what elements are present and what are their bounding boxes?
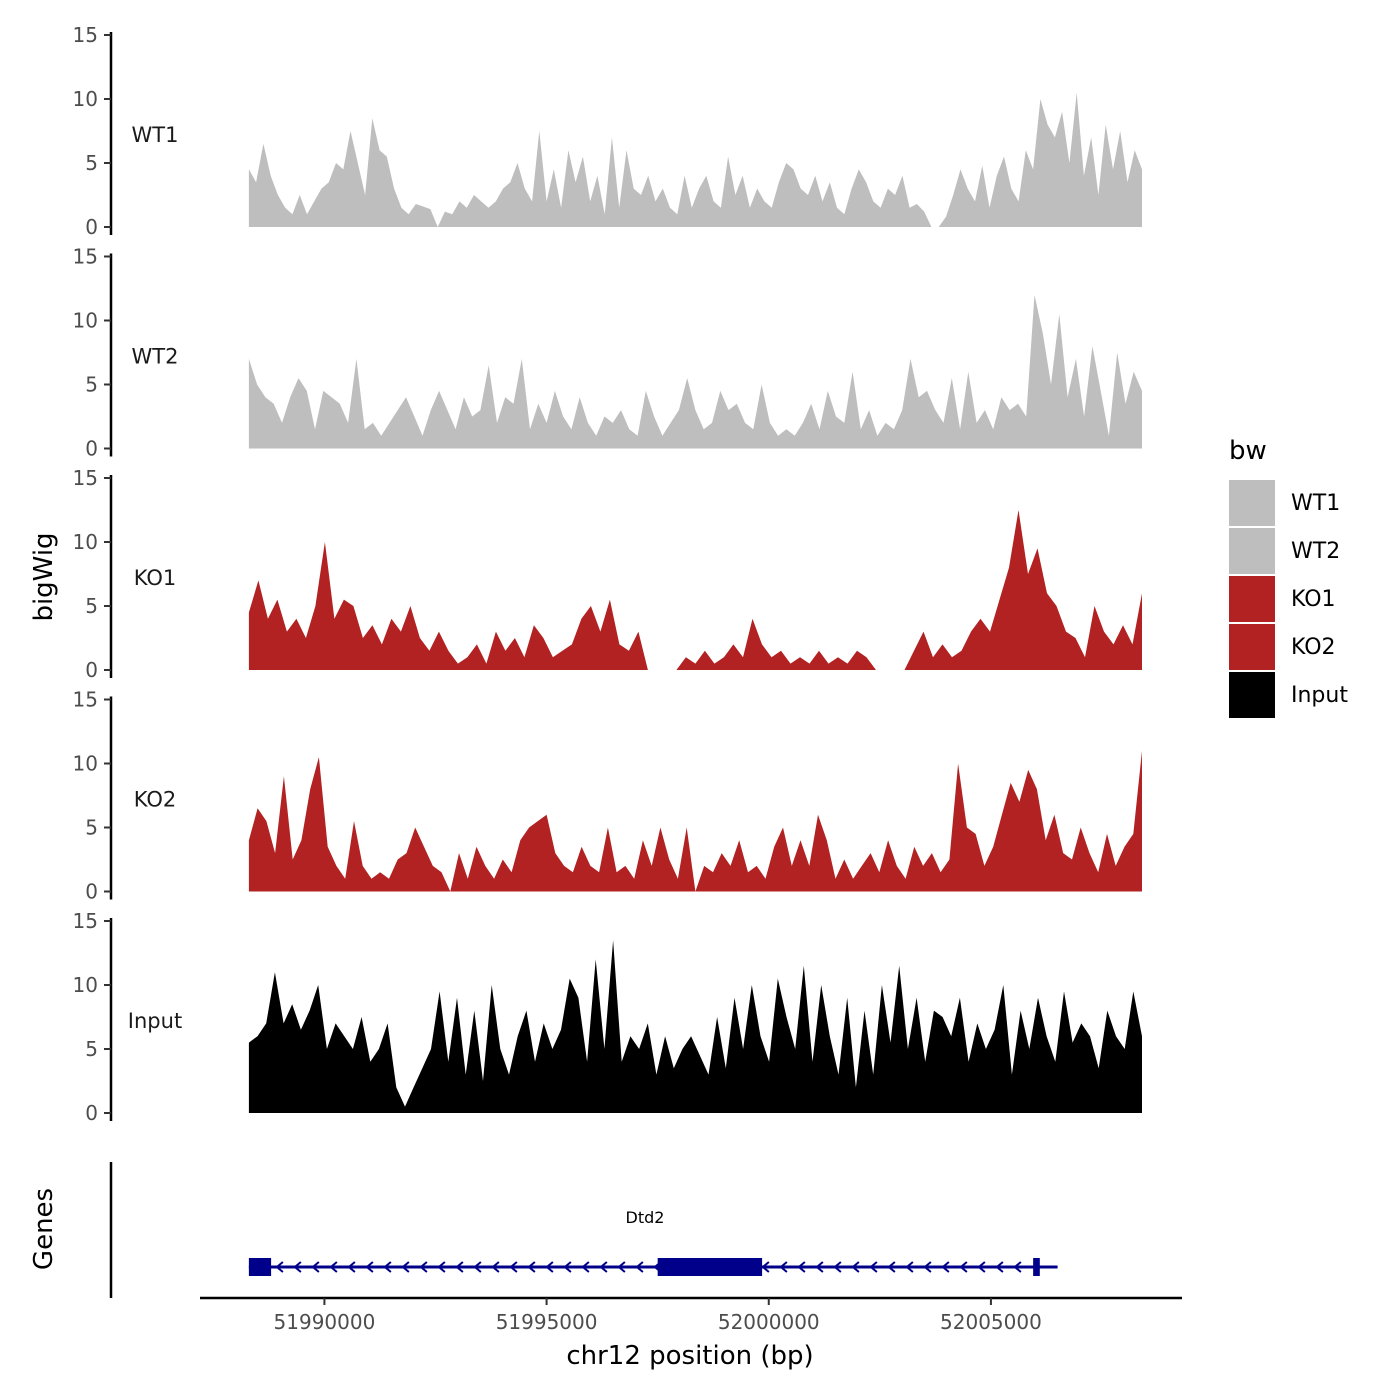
strand-arrow — [401, 1261, 410, 1273]
y-tick-label: 0 — [85, 437, 98, 461]
y-tick-label: 5 — [85, 1037, 98, 1061]
coverage-area-ko2 — [248, 750, 1142, 892]
track-input: 0 5 10 15 Input — [73, 909, 1142, 1125]
strand-arrow — [293, 1261, 302, 1273]
y-tick-label: 0 — [85, 1101, 98, 1125]
legend-label-wt2: WT2 — [1291, 539, 1340, 564]
strand-arrow — [365, 1261, 374, 1273]
y-tick-label: 15 — [73, 466, 98, 490]
legend-label-ko1: KO1 — [1291, 587, 1336, 612]
strand-arrow — [329, 1261, 338, 1273]
strand-arrow — [599, 1261, 608, 1273]
strand-arrow — [437, 1261, 446, 1273]
strand-arrow — [959, 1261, 968, 1273]
coverage-area-ko1 — [248, 510, 1142, 670]
strand-arrow — [815, 1261, 824, 1273]
x-axis-title: chr12 position (bp) — [566, 1341, 813, 1371]
gene-label: Dtd2 — [626, 1208, 665, 1227]
strand-arrow — [617, 1261, 626, 1273]
strand-arrow — [941, 1261, 950, 1273]
strand-arrow — [995, 1261, 1004, 1273]
legend-swatch-ko1 — [1229, 576, 1275, 622]
strand-arrow — [527, 1261, 536, 1273]
legend-swatch-wt2 — [1229, 528, 1275, 574]
strand-arrow — [383, 1261, 392, 1273]
legend-label-input: Input — [1291, 683, 1348, 708]
legend: bw WT1 WT2 KO1 KO2 Input — [1229, 436, 1348, 718]
strand-arrow — [833, 1261, 842, 1273]
strand-arrow — [545, 1261, 554, 1273]
strand-arrow — [797, 1261, 806, 1273]
y-tick-label: 10 — [73, 973, 98, 997]
strand-arrow — [923, 1261, 932, 1273]
track-ko2: 0 5 10 15 KO2 — [73, 688, 1142, 904]
strand-arrow — [1013, 1261, 1022, 1273]
coverage-area-input — [248, 940, 1142, 1113]
strand-arrow — [347, 1261, 356, 1273]
track-label: WT2 — [132, 345, 179, 369]
track-label: KO1 — [134, 566, 177, 590]
strand-arrow — [761, 1261, 770, 1273]
legend-swatch-input — [1229, 672, 1275, 718]
x-axis-ticks: 51990000 51995000 52000000 52005000 — [274, 1298, 1042, 1334]
track-label: KO2 — [134, 788, 177, 812]
track-wt2: 0 5 10 15 WT2 — [73, 245, 1142, 461]
strand-arrow — [311, 1261, 320, 1273]
strand-arrow — [851, 1261, 860, 1273]
y-tick-label: 0 — [85, 880, 98, 904]
gene-exon — [1033, 1258, 1040, 1276]
legend-label-wt1: WT1 — [1291, 491, 1340, 516]
strand-arrow — [977, 1261, 986, 1273]
strand-arrow — [563, 1261, 572, 1273]
track-ko1: 0 5 10 15 KO1 — [73, 466, 1142, 682]
strand-arrow — [491, 1261, 500, 1273]
y-tick-label: 5 — [85, 594, 98, 618]
y-tick-label: 5 — [85, 151, 98, 175]
strand-arrow — [635, 1261, 644, 1273]
y-tick-label: 0 — [85, 658, 98, 682]
gene-track — [248, 1258, 1058, 1276]
y-tick-label: 10 — [73, 530, 98, 554]
strand-arrow — [473, 1261, 482, 1273]
y-tick-label: 10 — [73, 752, 98, 776]
y-tick-label: 10 — [73, 87, 98, 111]
track-label: WT1 — [132, 123, 179, 147]
y-tick-label: 15 — [73, 909, 98, 933]
genes-axis-title: Genes — [29, 1188, 59, 1270]
y-tick-label: 15 — [73, 245, 98, 269]
y-axis-title: bigWig — [29, 532, 59, 621]
strand-arrow — [581, 1261, 590, 1273]
y-tick-label: 15 — [73, 688, 98, 712]
track-wt1: 0 5 10 15 WT1 — [73, 23, 1142, 239]
tracks-group: 0 5 10 15 WT1 0 5 10 15 WT2 0 5 10 15 KO1 0 5 10 15 KO2 0 5 10… — [73, 23, 1142, 1125]
y-tick-label: 10 — [73, 309, 98, 333]
y-tick-label: 5 — [85, 373, 98, 397]
coverage-area-wt1 — [248, 92, 1142, 227]
x-tick-label: 51995000 — [496, 1310, 598, 1334]
legend-title: bw — [1229, 436, 1267, 466]
y-tick-label: 5 — [85, 816, 98, 840]
track-label: Input — [128, 1009, 182, 1033]
strand-arrow — [779, 1261, 788, 1273]
strand-arrow — [275, 1261, 284, 1273]
x-tick-label: 52000000 — [718, 1310, 820, 1334]
coverage-area-wt2 — [248, 294, 1142, 449]
legend-swatch-wt1 — [1229, 480, 1275, 526]
strand-arrow — [887, 1261, 896, 1273]
strand-arrow — [509, 1261, 518, 1273]
strand-arrow — [455, 1261, 464, 1273]
x-tick-label: 52005000 — [940, 1310, 1042, 1334]
legend-label-ko2: KO2 — [1291, 635, 1336, 660]
strand-arrow — [869, 1261, 878, 1273]
gene-exon — [248, 1258, 272, 1276]
y-tick-label: 0 — [85, 215, 98, 239]
strand-arrow — [419, 1261, 428, 1273]
x-tick-label: 51990000 — [274, 1310, 376, 1334]
y-tick-label: 15 — [73, 23, 98, 47]
legend-swatch-ko2 — [1229, 624, 1275, 670]
gene-exon — [657, 1258, 763, 1276]
strand-arrow — [905, 1261, 914, 1273]
